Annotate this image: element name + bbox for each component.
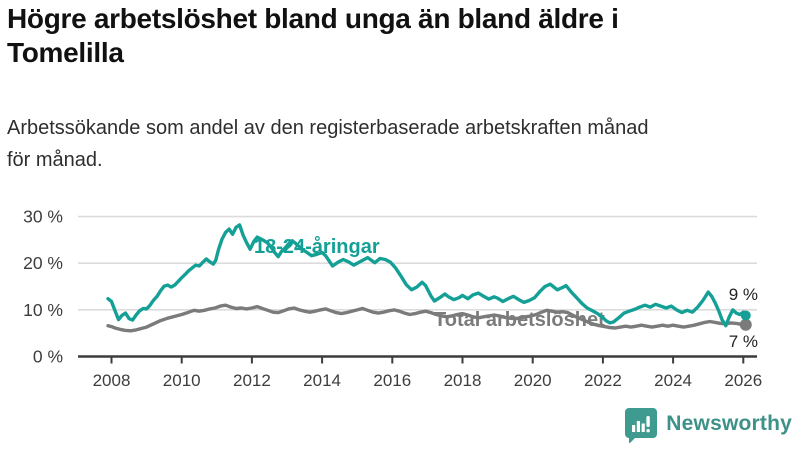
subtitle-line-2: för månad. — [7, 149, 103, 171]
series-line-youth — [106, 223, 748, 328]
series-label-youth: 18-24-åringar — [254, 235, 380, 258]
x-tick-label: 2026 — [724, 371, 762, 390]
x-tick-label: 2018 — [444, 371, 482, 390]
x-tick-label: 2012 — [233, 371, 271, 390]
y-tick-label: 20 % — [23, 253, 63, 273]
subtitle-line-1: Arbetssökande som andel av den registerb… — [7, 117, 649, 139]
series-line-total — [106, 303, 748, 333]
brand-footer[interactable]: Newsworthy — [624, 406, 792, 443]
end-value-label-youth: 9 % — [729, 285, 758, 304]
series-dot-youth — [740, 310, 751, 321]
y-tick-label: 10 % — [23, 300, 63, 320]
x-tick-label: 2008 — [93, 371, 131, 390]
x-tick-label: 2020 — [514, 371, 552, 390]
end-value-label-total: 7 % — [729, 332, 758, 351]
series-dot-total — [739, 318, 752, 331]
title-line-1: Högre arbetslöshet bland unga än bland ä… — [7, 3, 619, 34]
y-tick-label: 30 % — [23, 207, 63, 227]
chart-subtitle: Arbetssökande som andel av den registerb… — [7, 112, 787, 176]
brand-name: Newsworthy — [666, 412, 792, 435]
bar-chart-speech-bubble-icon — [625, 408, 658, 443]
title-line-2: Tomelilla — [7, 36, 124, 68]
y-tick-label: 0 % — [33, 347, 63, 367]
x-tick-label: 2010 — [163, 371, 201, 390]
x-tick-label: 2022 — [584, 371, 622, 390]
x-tick-label: 2024 — [654, 371, 692, 390]
page-title: Högre arbetslöshet bland unga än bland ä… — [7, 2, 787, 69]
x-tick-label: 2014 — [303, 371, 341, 390]
series-label-total: Total arbetslöshet — [434, 309, 605, 331]
x-tick-label: 2016 — [373, 371, 411, 390]
